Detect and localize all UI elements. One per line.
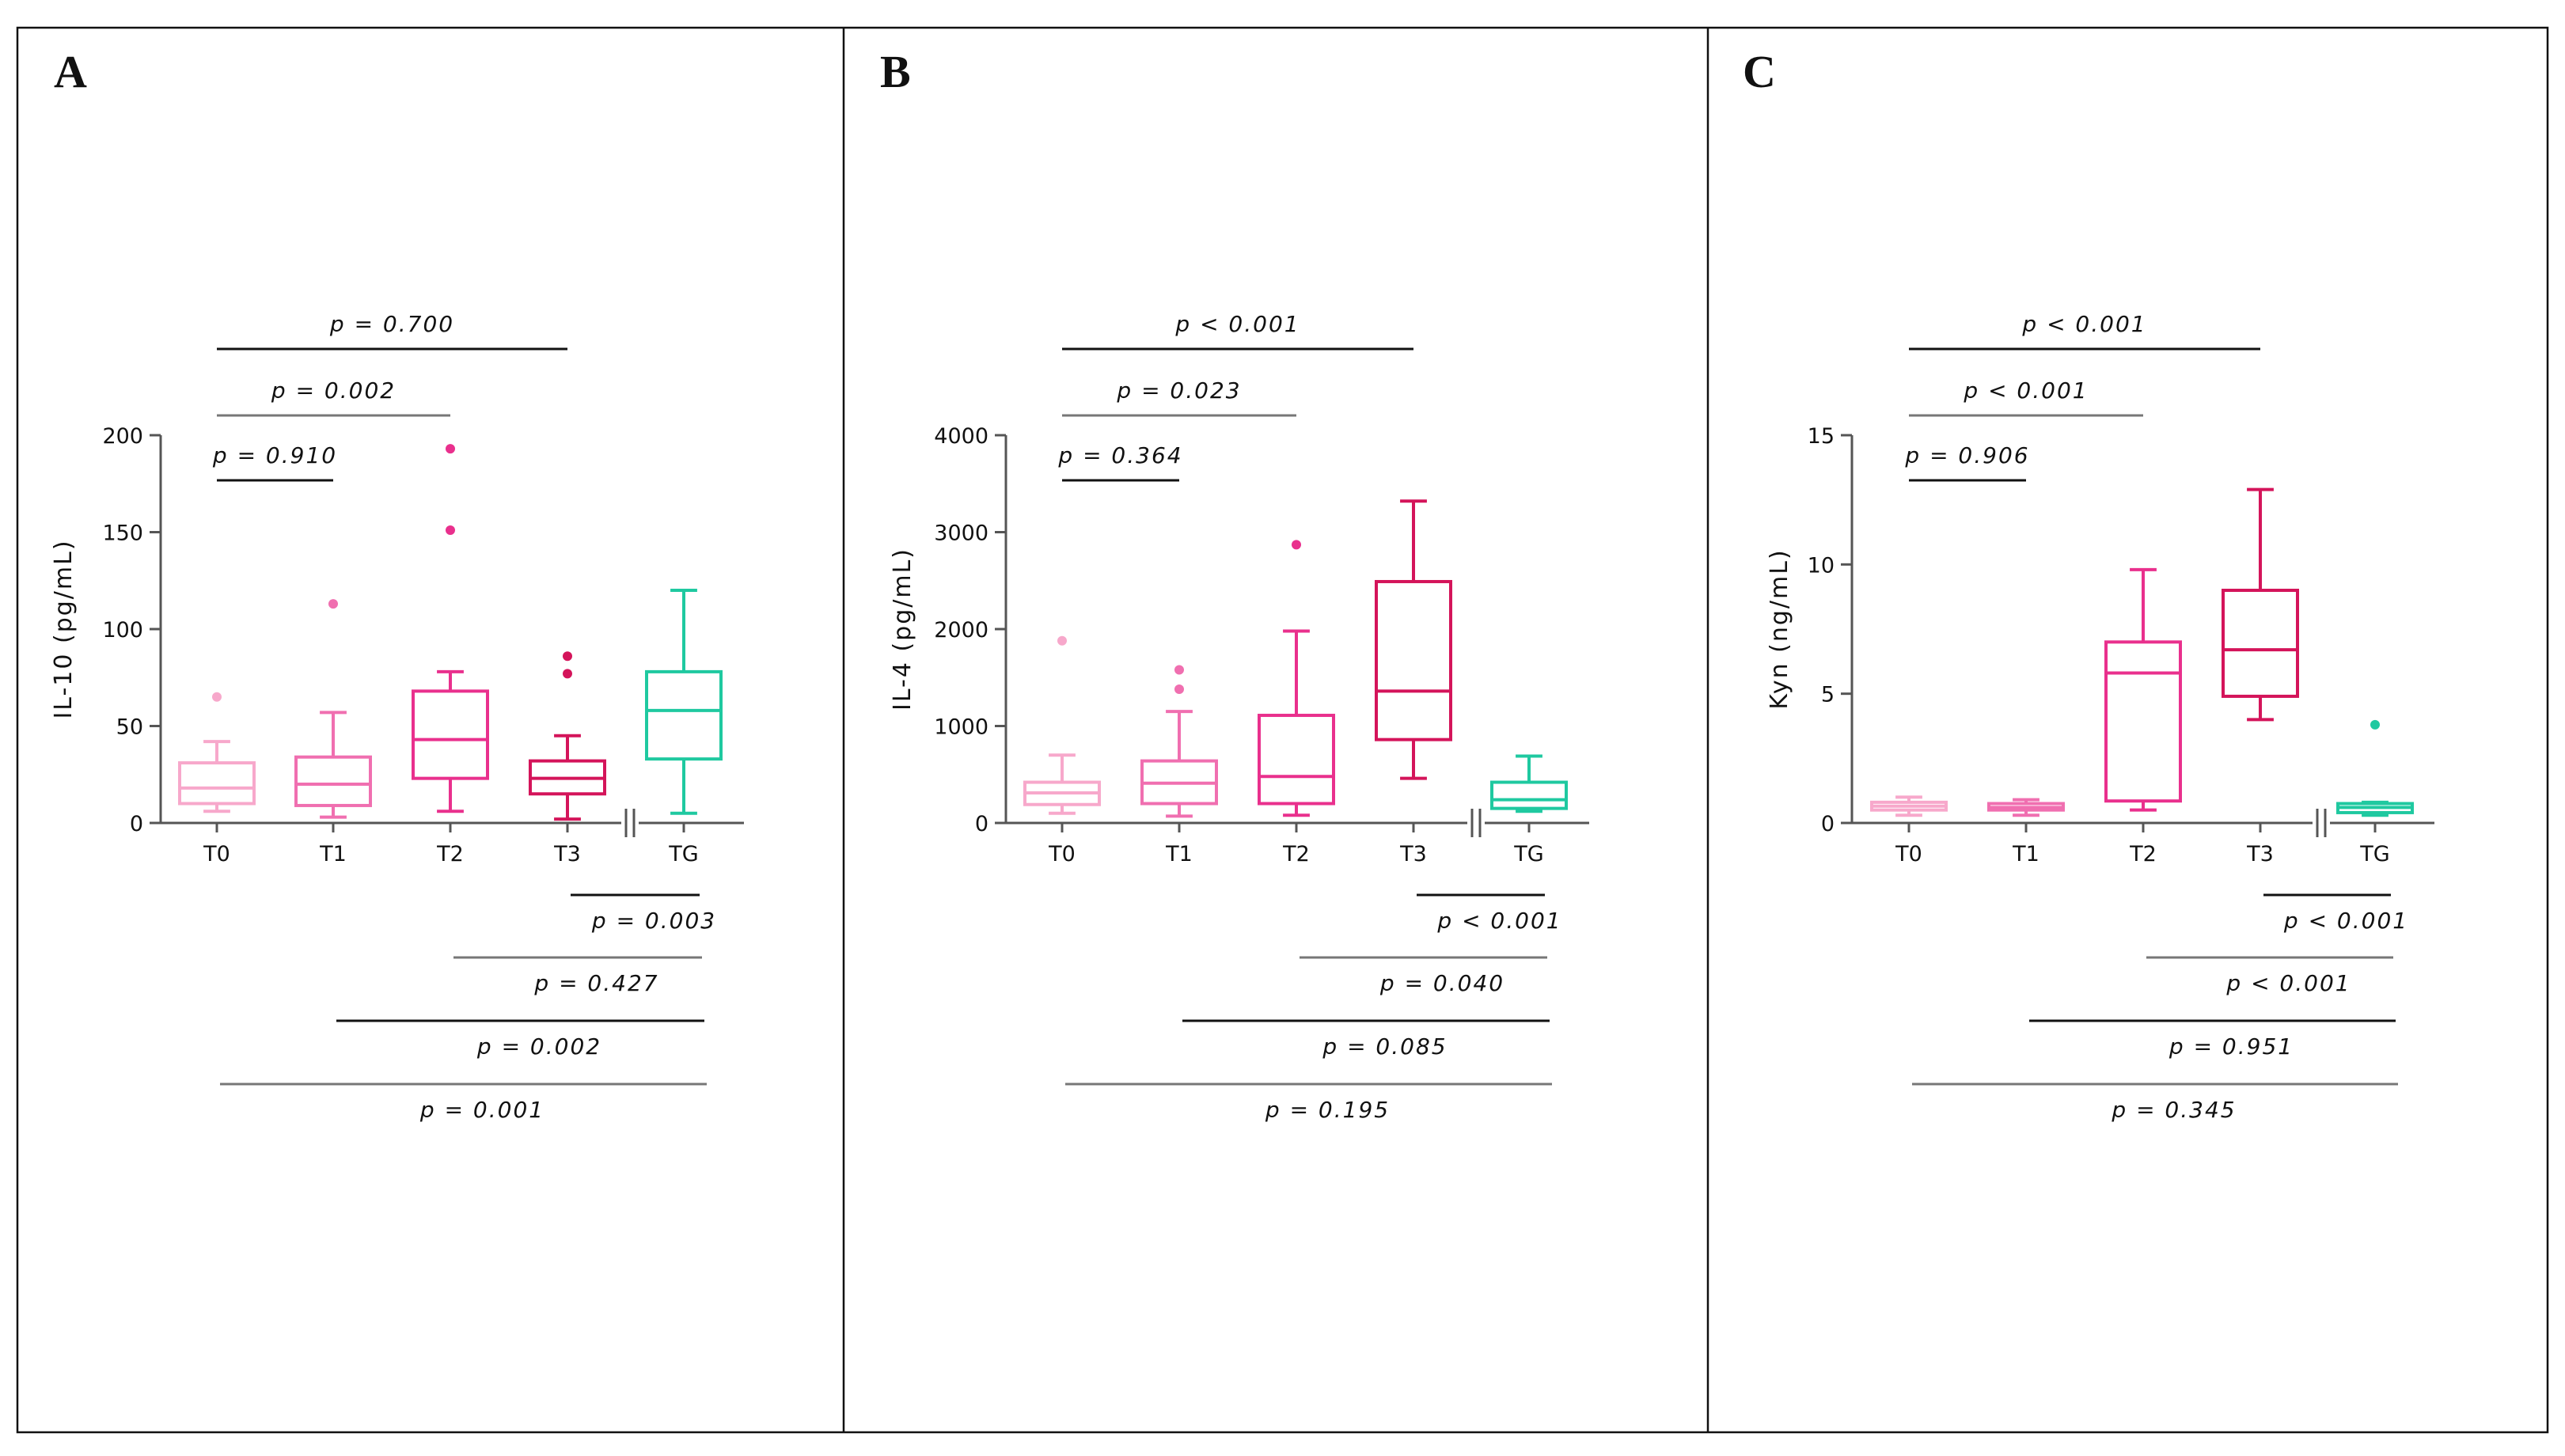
x-tick-label: T0 (203, 842, 230, 866)
panel-label-c: C (1743, 46, 1776, 97)
y-tick-label: 200 (102, 424, 143, 449)
box-T3 (2222, 487, 2299, 722)
box-iqr (412, 689, 489, 780)
box-iqr (294, 755, 372, 807)
x-tick-label: T2 (2129, 842, 2157, 866)
box-T0 (1023, 635, 1101, 815)
p-value-label: p = 0.023 (1116, 377, 1241, 404)
panel-a: 0 50 100 150 200 IL-10 (pg/mL) T0 T1 T2 T3 TG p = 0… (50, 311, 744, 1123)
outlier-point (446, 525, 455, 536)
y-tick-label: 2000 (934, 618, 988, 643)
x-tick-label: T2 (1282, 842, 1310, 866)
x-tick-label: T1 (319, 842, 347, 866)
outlier-point (1174, 665, 1184, 675)
x-tick-label: T3 (1399, 842, 1427, 866)
p-value-label: p < 0.001 (2283, 908, 2408, 934)
p-value-label: p < 0.001 (2225, 970, 2351, 996)
figure-frame (16, 26, 2549, 1434)
y-tick-label: 0 (975, 812, 988, 836)
box-TG (2336, 719, 2414, 817)
outlier-point (328, 599, 338, 609)
p-value-label: p < 0.001 (1436, 908, 1561, 934)
panel-c: 0 5 10 15 Kyn (ng/mL) T0 T1 T2 T3 TG p < 0.001 p < … (1766, 311, 2434, 1123)
x-tick-label: T2 (436, 842, 464, 866)
box-T3 (529, 651, 606, 821)
box-iqr (178, 761, 256, 806)
x-tick-label: T0 (1048, 842, 1076, 866)
p-value-label: p = 0.085 (1322, 1033, 1447, 1060)
panel-label-b: B (880, 46, 911, 97)
box-TG (1490, 754, 1568, 813)
box-iqr (1490, 780, 1568, 810)
x-tick-label: T0 (1895, 842, 1922, 866)
box-T0 (178, 692, 256, 813)
box-iqr (2222, 589, 2299, 698)
y-tick-label: 0 (1821, 812, 1835, 836)
y-tick-label: 3000 (934, 521, 988, 546)
outlier-point (563, 669, 572, 679)
panel-label-a: A (54, 46, 87, 97)
p-value-label: p < 0.001 (2021, 311, 2146, 337)
p-value-label: p = 0.427 (533, 970, 658, 996)
p-value-label: p = 0.345 (2111, 1097, 2236, 1123)
y-tick-label: 1000 (934, 715, 988, 740)
p-value-label: p < 0.001 (1963, 377, 2088, 404)
box-iqr (1258, 714, 1335, 806)
y-tick-label: 15 (1808, 424, 1835, 449)
p-value-label: p = 0.364 (1057, 442, 1182, 468)
x-tick-label: TG (2359, 842, 2389, 866)
panel-b: 0 1000 2000 3000 4000 IL-4 (pg/mL) T0 T1 T2 T3 TG p… (889, 311, 1589, 1123)
y-axis-title: IL-4 (pg/mL) (889, 548, 916, 711)
box-T1 (1140, 665, 1218, 818)
box-T1 (294, 599, 372, 819)
y-axis-title: IL-10 (pg/mL) (50, 539, 78, 719)
box-T2 (412, 444, 489, 813)
y-axis-title: Kyn (ng/mL) (1766, 548, 1793, 709)
box-TG (645, 589, 723, 815)
box-iqr (1375, 579, 1452, 741)
x-tick-label: T1 (2012, 842, 2039, 866)
p-value-label: p = 0.951 (2168, 1033, 2294, 1060)
box-iqr (645, 669, 723, 761)
box-T2 (2104, 567, 2182, 812)
x-tick-label: TG (668, 842, 698, 866)
x-tick-label: T3 (2246, 842, 2274, 866)
y-tick-label: 4000 (934, 424, 988, 449)
outlier-point (563, 651, 572, 662)
y-tick-label: 150 (102, 521, 143, 546)
y-tick-label: 0 (130, 812, 143, 836)
p-value-label: p = 0.195 (1265, 1097, 1390, 1123)
p-value-label: p = 0.003 (591, 908, 716, 934)
box-T2 (1258, 540, 1335, 817)
y-tick-label: 5 (1821, 683, 1835, 707)
y-tick-label: 100 (102, 618, 143, 643)
box-T3 (1375, 499, 1452, 780)
p-value-label: p = 0.002 (271, 377, 396, 404)
p-value-label: p = 0.040 (1379, 970, 1504, 996)
outlier-point (1057, 635, 1067, 646)
x-tick-label: T3 (553, 842, 581, 866)
outlier-point (212, 692, 222, 702)
p-value-label: p < 0.001 (1174, 311, 1300, 337)
p-value-label: p = 0.002 (476, 1033, 601, 1060)
x-tick-label: T1 (1165, 842, 1193, 866)
box-T0 (1870, 795, 1948, 817)
p-value-label: p = 0.700 (329, 311, 454, 337)
p-value-label: p = 0.906 (1904, 442, 2029, 468)
outlier-point (1292, 540, 1301, 550)
x-tick-label: TG (1513, 842, 1543, 866)
y-tick-label: 50 (116, 715, 143, 740)
y-tick-label: 10 (1808, 553, 1835, 578)
box-T1 (1987, 798, 2065, 817)
outlier-point (1174, 684, 1184, 694)
box-iqr (2104, 640, 2182, 803)
p-value-label: p = 0.001 (419, 1097, 544, 1123)
p-value-label: p = 0.910 (212, 442, 337, 468)
outlier-point (446, 444, 455, 454)
outlier-point (2370, 719, 2380, 730)
